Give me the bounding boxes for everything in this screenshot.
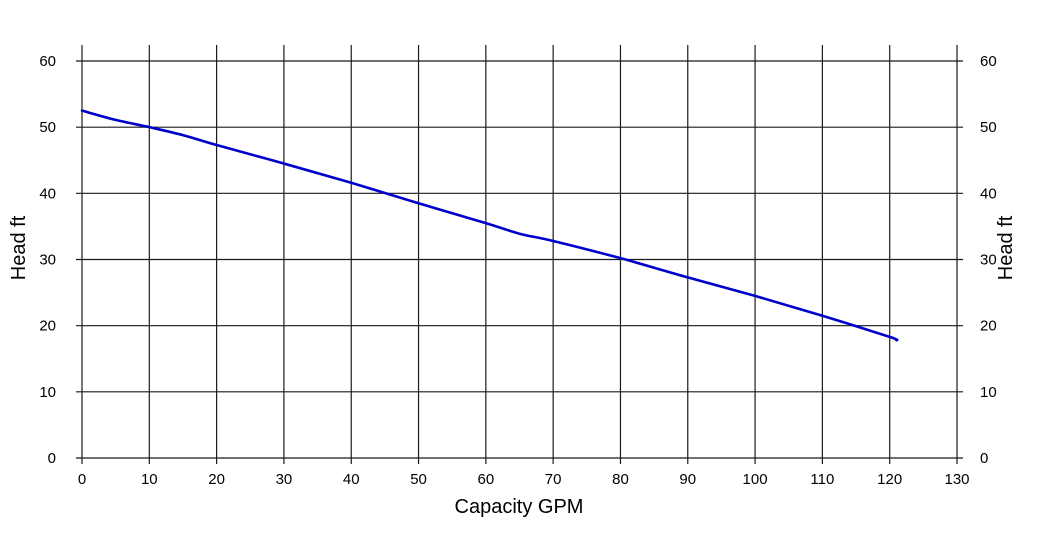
grid-lines	[76, 45, 963, 464]
y-axis-left-label: Head ft	[8, 215, 30, 280]
x-tick-label: 90	[679, 471, 696, 488]
x-tick-label: 130	[944, 471, 969, 488]
y-right-tick-label: 10	[980, 384, 997, 401]
y-axis-right-label: Head ft	[995, 215, 1017, 280]
x-tick-label: 80	[612, 471, 629, 488]
y-axis-left-ticks: 0 10 20 30 40 50 60	[39, 53, 56, 467]
y-left-tick-label: 30	[39, 252, 56, 269]
x-tick-label: 60	[478, 471, 495, 488]
y-axis-right-ticks: 0 10 20 30 40 50 60	[980, 53, 997, 467]
head-capacity-curve	[80, 109, 899, 342]
x-tick-label: 40	[343, 471, 360, 488]
y-left-tick-label: 50	[39, 119, 56, 136]
y-right-tick-label: 0	[980, 450, 988, 467]
y-right-tick-label: 40	[980, 185, 997, 202]
y-left-tick-label: 20	[39, 318, 56, 335]
x-tick-label: 70	[545, 471, 562, 488]
y-right-tick-label: 60	[980, 53, 997, 70]
y-left-tick-label: 60	[39, 53, 56, 70]
x-tick-label: 10	[141, 471, 158, 488]
y-right-tick-label: 50	[980, 119, 997, 136]
y-left-tick-label: 10	[39, 384, 56, 401]
x-tick-label: 100	[743, 471, 768, 488]
y-right-tick-label: 20	[980, 318, 997, 335]
x-axis-ticks: 0 10 20 30 40 50 60 70 80 90 100 110 120 130	[78, 471, 970, 488]
x-tick-label: 110	[810, 471, 834, 488]
y-left-tick-label: 0	[48, 450, 56, 467]
x-axis-label: Capacity GPM	[455, 496, 584, 518]
x-tick-label: 20	[208, 471, 225, 488]
x-tick-label: 0	[78, 471, 86, 488]
y-right-tick-label: 30	[980, 252, 997, 269]
x-tick-label: 120	[877, 471, 902, 488]
x-tick-label: 50	[410, 471, 427, 488]
y-left-tick-label: 40	[39, 185, 56, 202]
x-tick-label: 30	[276, 471, 293, 488]
